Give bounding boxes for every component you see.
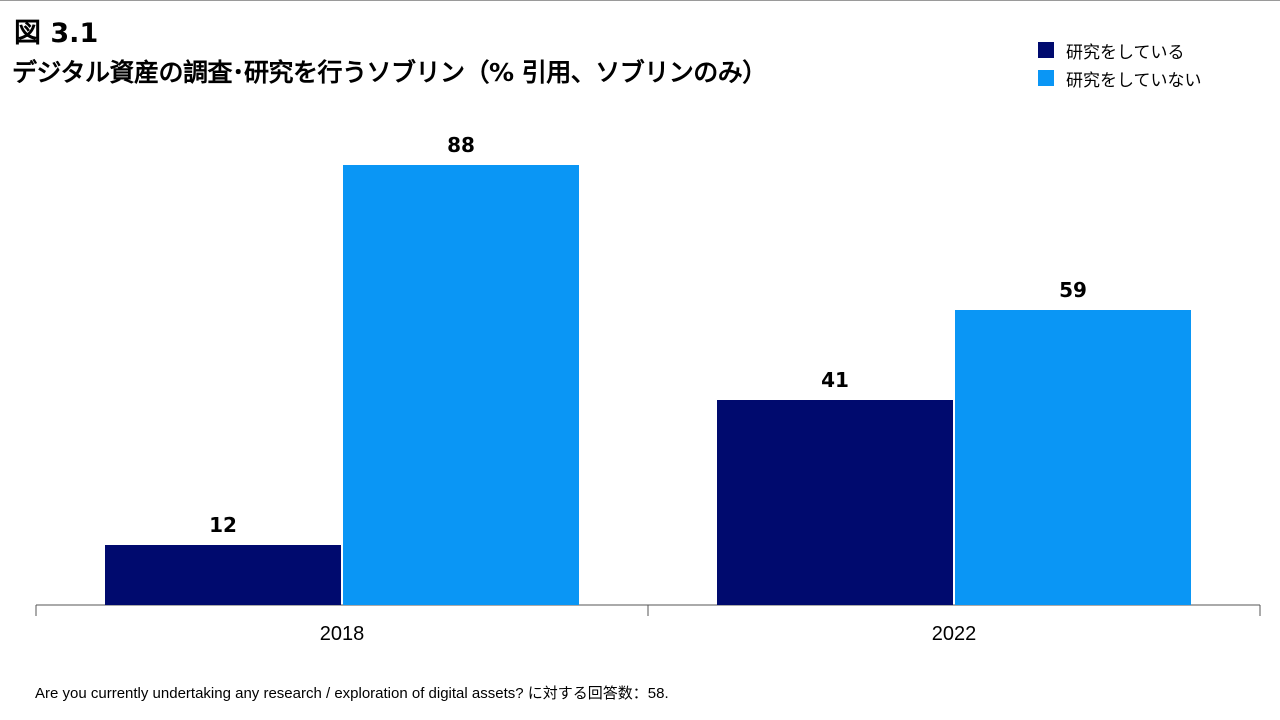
chart-title: デジタル資産の調査･研究を行うソブリン（% 引用、ソブリンのみ） [12, 58, 767, 87]
legend-swatch-not-researching [1038, 70, 1054, 86]
legend-label-not-researching: 研究をしていない [1066, 70, 1202, 91]
data-label-2018-series-1: 12 [209, 513, 237, 537]
bar-2022-series-1 [717, 400, 953, 605]
legend-label-researching: 研究をしている [1066, 42, 1185, 63]
footnote: Are you currently undertaking any resear… [35, 685, 669, 702]
x-tick-label-2018: 2018 [320, 623, 365, 645]
top-rule [0, 0, 1280, 1]
figure-label: 図 3.1 [14, 18, 99, 49]
bar-2018-series-1 [105, 545, 341, 605]
legend-item-researching: 研究をしている [1038, 36, 1202, 64]
x-tick-label-2022: 2022 [932, 623, 977, 645]
data-label-2022-series-1: 41 [821, 368, 849, 392]
legend: 研究をしている 研究をしていない [1038, 36, 1202, 92]
bar-2022-series-2 [955, 310, 1191, 605]
data-label-2018-series-2: 88 [447, 133, 475, 157]
bar-2018-series-2 [343, 165, 579, 605]
data-label-2022-series-2: 59 [1059, 278, 1087, 302]
legend-swatch-researching [1038, 42, 1054, 58]
legend-item-not-researching: 研究をしていない [1038, 64, 1202, 92]
